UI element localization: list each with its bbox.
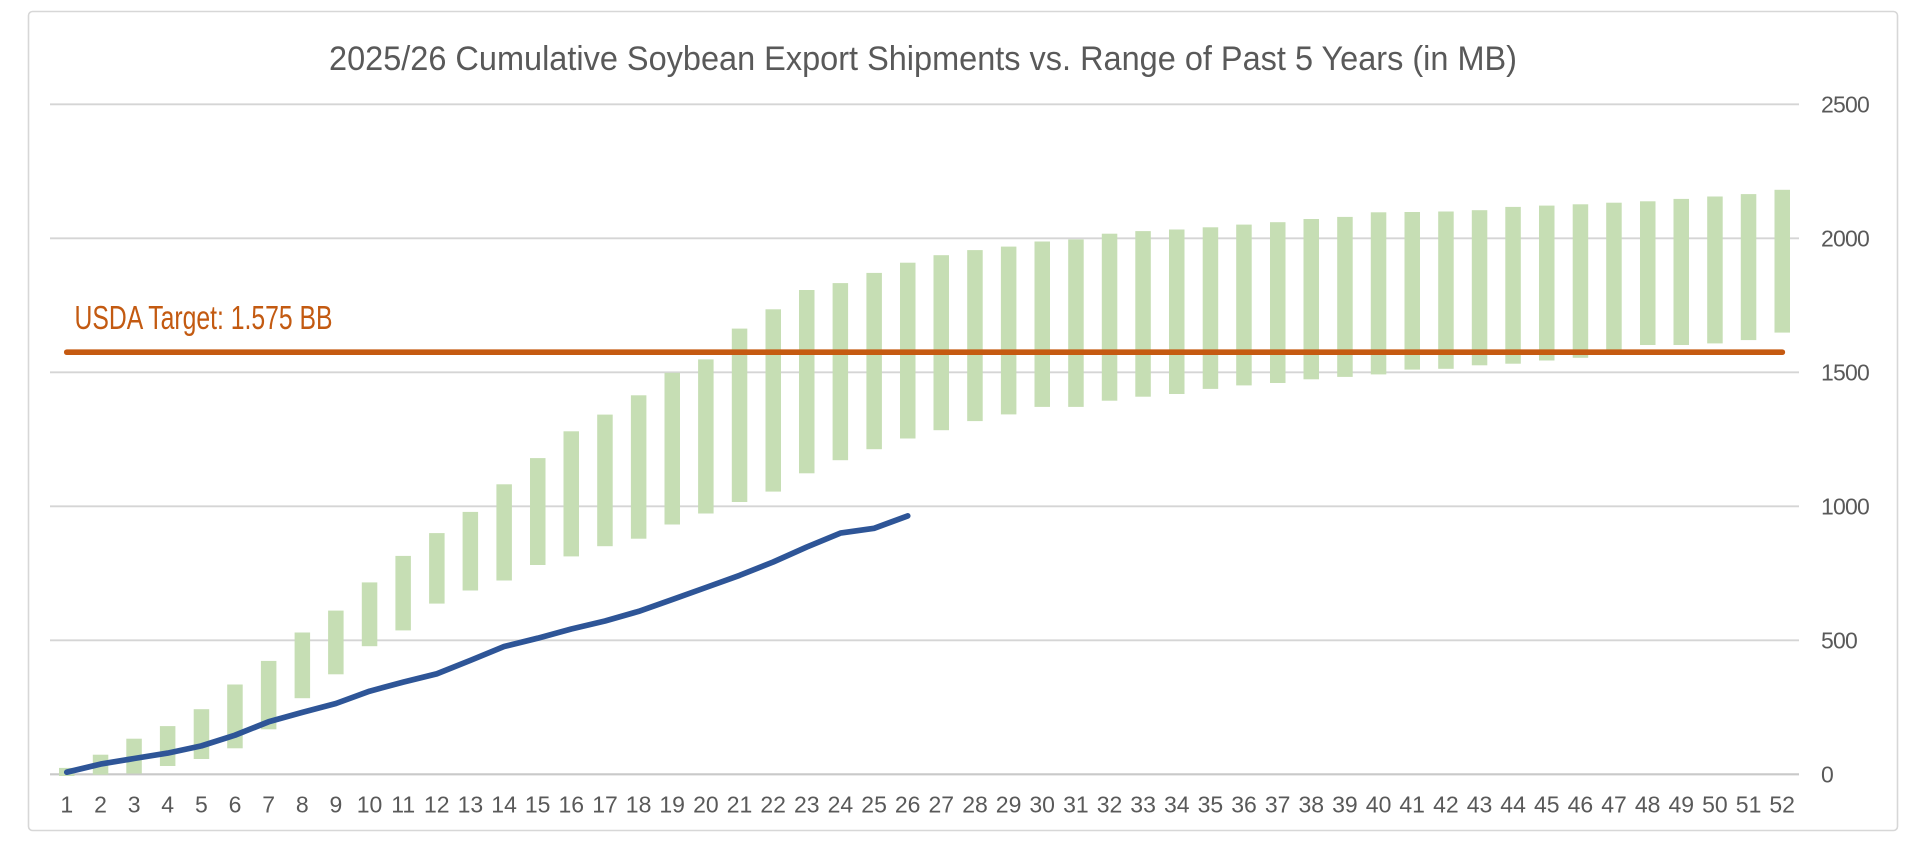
svg-text:38: 38 bbox=[1299, 791, 1325, 817]
svg-text:15: 15 bbox=[525, 791, 551, 817]
svg-text:30: 30 bbox=[1029, 791, 1055, 817]
svg-text:50: 50 bbox=[1702, 791, 1728, 817]
svg-text:0: 0 bbox=[1821, 762, 1833, 788]
svg-text:33: 33 bbox=[1130, 791, 1156, 817]
svg-text:42: 42 bbox=[1433, 791, 1459, 817]
svg-text:18: 18 bbox=[626, 791, 652, 817]
svg-text:6: 6 bbox=[229, 791, 242, 817]
svg-text:16: 16 bbox=[559, 791, 585, 817]
svg-text:8: 8 bbox=[296, 791, 309, 817]
svg-text:24: 24 bbox=[828, 791, 854, 817]
svg-text:34: 34 bbox=[1164, 791, 1190, 817]
svg-text:3: 3 bbox=[128, 791, 141, 817]
svg-text:1000: 1000 bbox=[1821, 494, 1869, 520]
svg-text:43: 43 bbox=[1467, 791, 1493, 817]
svg-text:48: 48 bbox=[1635, 791, 1661, 817]
svg-text:31: 31 bbox=[1063, 791, 1089, 817]
svg-text:2: 2 bbox=[94, 791, 107, 817]
svg-text:17: 17 bbox=[592, 791, 618, 817]
svg-text:25: 25 bbox=[861, 791, 887, 817]
svg-text:7: 7 bbox=[262, 791, 275, 817]
svg-text:12: 12 bbox=[424, 791, 450, 817]
svg-text:28: 28 bbox=[962, 791, 988, 817]
svg-text:5: 5 bbox=[195, 791, 208, 817]
svg-text:4: 4 bbox=[161, 791, 174, 817]
svg-text:2025/26 Cumulative Soybean Exp: 2025/26 Cumulative Soybean Export Shipme… bbox=[329, 40, 1517, 78]
svg-text:51: 51 bbox=[1736, 791, 1762, 817]
svg-text:52: 52 bbox=[1769, 791, 1795, 817]
svg-text:11: 11 bbox=[391, 791, 415, 817]
svg-text:19: 19 bbox=[659, 791, 685, 817]
svg-text:29: 29 bbox=[996, 791, 1022, 817]
svg-text:20: 20 bbox=[693, 791, 719, 817]
svg-text:14: 14 bbox=[491, 791, 517, 817]
svg-text:9: 9 bbox=[330, 791, 343, 817]
svg-text:35: 35 bbox=[1198, 791, 1224, 817]
svg-text:21: 21 bbox=[727, 791, 753, 817]
svg-text:2000: 2000 bbox=[1821, 226, 1869, 252]
svg-text:26: 26 bbox=[895, 791, 921, 817]
svg-text:13: 13 bbox=[458, 791, 484, 817]
svg-text:500: 500 bbox=[1821, 628, 1857, 654]
svg-text:36: 36 bbox=[1231, 791, 1257, 817]
svg-text:22: 22 bbox=[760, 791, 786, 817]
svg-text:2500: 2500 bbox=[1821, 92, 1869, 118]
svg-text:32: 32 bbox=[1097, 791, 1123, 817]
svg-text:23: 23 bbox=[794, 791, 820, 817]
svg-text:44: 44 bbox=[1500, 791, 1526, 817]
svg-text:10: 10 bbox=[357, 791, 383, 817]
svg-text:41: 41 bbox=[1399, 791, 1425, 817]
svg-text:1500: 1500 bbox=[1821, 360, 1869, 386]
svg-text:47: 47 bbox=[1601, 791, 1627, 817]
svg-text:45: 45 bbox=[1534, 791, 1560, 817]
svg-text:37: 37 bbox=[1265, 791, 1291, 817]
svg-text:40: 40 bbox=[1366, 791, 1392, 817]
svg-text:39: 39 bbox=[1332, 791, 1358, 817]
svg-text:27: 27 bbox=[929, 791, 955, 817]
svg-text:USDA Target: 1.575 BB: USDA Target: 1.575 BB bbox=[75, 299, 333, 336]
svg-text:49: 49 bbox=[1669, 791, 1695, 817]
svg-text:46: 46 bbox=[1568, 791, 1594, 817]
svg-text:1: 1 bbox=[60, 791, 73, 817]
